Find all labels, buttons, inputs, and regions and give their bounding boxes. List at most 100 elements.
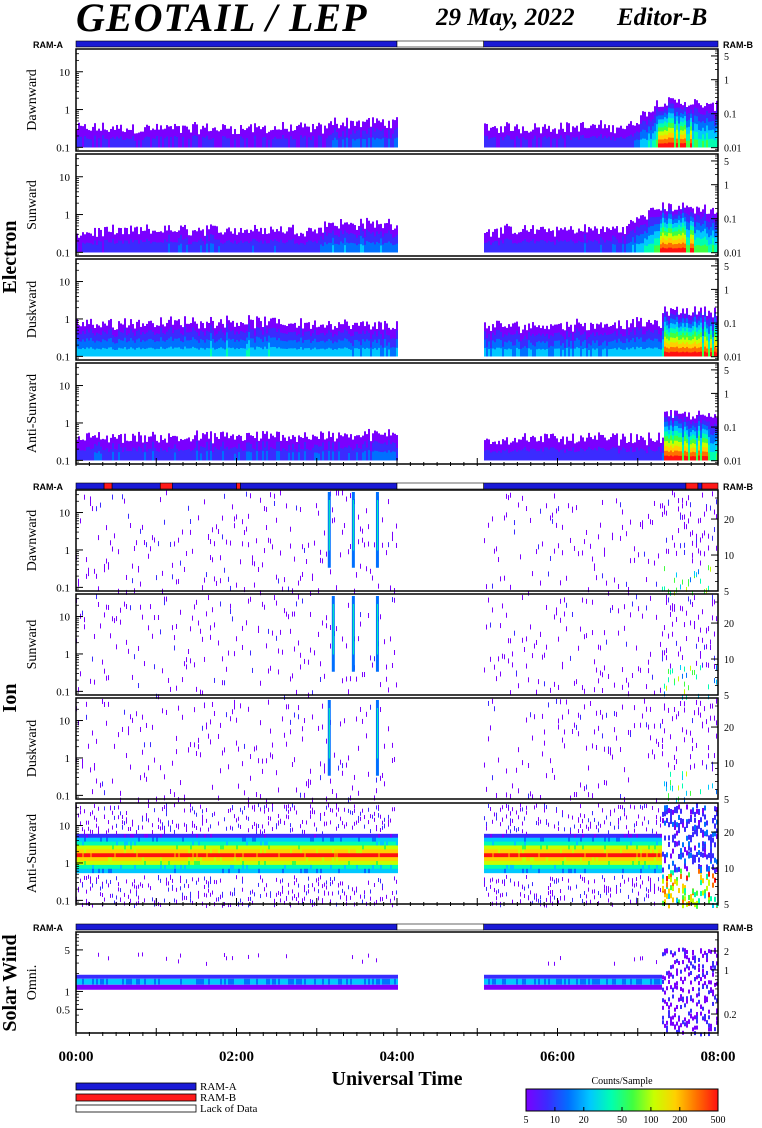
- spectrogram-cell: [504, 654, 505, 660]
- spectrogram-cell: [260, 347, 262, 357]
- spectrogram-cell: [716, 137, 718, 148]
- spectrogram-cell: [268, 342, 270, 350]
- spectrogram-cell: [152, 535, 153, 541]
- spectrogram-cell: [704, 455, 706, 461]
- spectrogram-cell: [550, 555, 551, 561]
- spectrogram-cell: [668, 237, 670, 243]
- spectrogram-cell: [164, 774, 165, 780]
- spectrogram-cell: [528, 339, 530, 349]
- spectrogram-cell: [584, 331, 586, 340]
- spectrogram-cell: [680, 326, 682, 331]
- spectrogram-cell: [670, 117, 672, 124]
- spectrogram-cell: [650, 347, 652, 357]
- spectrogram-cell: [90, 337, 92, 348]
- spectrogram-cell: [670, 435, 672, 441]
- spectrogram-cell: [634, 442, 636, 452]
- spectrogram-cell: [692, 121, 694, 131]
- spectrogram-cell: [136, 239, 138, 253]
- spectrogram-cell: [652, 234, 654, 244]
- spectrogram-cell: [302, 544, 303, 550]
- spectrogram-cell: [530, 328, 532, 336]
- spectrogram-cell: [208, 534, 209, 540]
- spectrogram-cell: [586, 232, 588, 243]
- spectrogram-cell: [140, 604, 141, 610]
- spectrogram-cell: [692, 416, 694, 422]
- spectrogram-cell: [692, 601, 693, 607]
- spectrogram-cell: [98, 586, 99, 592]
- spectrogram-cell: [250, 754, 251, 760]
- spectrogram-cell: [502, 233, 504, 244]
- spectrogram-cell: [210, 739, 211, 745]
- spectrogram-cell: [584, 688, 585, 694]
- spectrogram-cell: [264, 346, 266, 357]
- spectrogram-cell: [702, 321, 704, 330]
- spectrogram-cell: [680, 347, 682, 353]
- spectrogram-cell: [708, 348, 710, 357]
- spectrogram-cell: [710, 425, 712, 435]
- spectrogram-cell: [682, 222, 684, 228]
- spectrogram-cell: [666, 338, 668, 344]
- spectrogram-cell: [632, 346, 634, 357]
- spectrogram-cell: [148, 448, 150, 461]
- spectrogram-cell: [346, 330, 348, 340]
- spectrogram-cell: [252, 346, 254, 357]
- spectrogram-cell: [188, 747, 189, 753]
- spectrogram-cell: [694, 595, 695, 601]
- spectrogram-cell: [202, 433, 204, 448]
- spectrogram-cell: [218, 239, 220, 247]
- spectrogram-cell: [194, 435, 196, 449]
- spectrogram-cell: [714, 213, 716, 222]
- spectrogram-cell: [192, 241, 194, 253]
- spectrogram-cell: [102, 321, 104, 331]
- spectrogram-cell: [596, 439, 598, 451]
- spectrogram-cell: [358, 138, 360, 148]
- spectrogram-cell: [532, 129, 534, 139]
- spectrogram-cell: [282, 332, 284, 341]
- spectrogram-cell: [674, 445, 676, 451]
- spectrogram-cell: [270, 665, 271, 671]
- spectrogram-cell: [678, 242, 680, 248]
- spectrogram-cell: [660, 126, 662, 132]
- spectrogram-cell: [136, 450, 138, 461]
- spectrogram-cell: [496, 347, 498, 357]
- spectrogram-cell: [686, 244, 688, 253]
- spectrogram-cell: [554, 332, 556, 341]
- spectrogram-cell: [132, 241, 134, 253]
- spectrogram-cell: [98, 137, 100, 148]
- spectrogram-cell: [116, 616, 117, 622]
- spectrogram-cell: [680, 221, 682, 227]
- spectrogram-cell: [336, 348, 338, 357]
- spectrogram-cell: [638, 243, 640, 253]
- spectrogram-cell: [634, 125, 636, 134]
- spectrogram-cell: [556, 508, 557, 514]
- left-tick-label: 1: [65, 314, 71, 326]
- spectrogram-cell: [146, 450, 148, 461]
- spectrogram-cell: [696, 437, 698, 446]
- spectrogram-cell: [192, 230, 194, 242]
- spectrogram-cell: [122, 442, 124, 452]
- spectrogram-cell: [700, 218, 702, 226]
- spectrogram-cell: [328, 321, 330, 331]
- spectrogram-cell: [566, 134, 568, 148]
- spectrogram-cell: [220, 722, 221, 728]
- spectrogram-cell: [258, 327, 260, 338]
- spectrogram-cell: [640, 139, 642, 148]
- spectrogram-cell: [702, 335, 704, 343]
- spectrogram-cell: [206, 441, 208, 452]
- spectrogram-cell: [374, 795, 375, 801]
- spectrogram-cell: [384, 347, 386, 357]
- spectrogram-cell: [104, 612, 105, 618]
- spectrogram-cell: [680, 138, 682, 144]
- spectrogram-cell: [216, 130, 218, 148]
- spectrogram-cell: [508, 444, 510, 453]
- spectrogram-cell: [124, 498, 125, 504]
- spectrogram-cell: [714, 125, 716, 134]
- spectrogram-cell: [692, 325, 694, 331]
- spectrogram-cell: [380, 244, 382, 253]
- spectrogram-cell: [656, 131, 658, 140]
- spectrogram-cell: [626, 234, 628, 244]
- spectrogram-cell: [176, 749, 177, 755]
- spectrogram-cell: [682, 428, 684, 438]
- spectrogram-cell: [334, 326, 336, 335]
- spectrogram-cell: [304, 432, 306, 443]
